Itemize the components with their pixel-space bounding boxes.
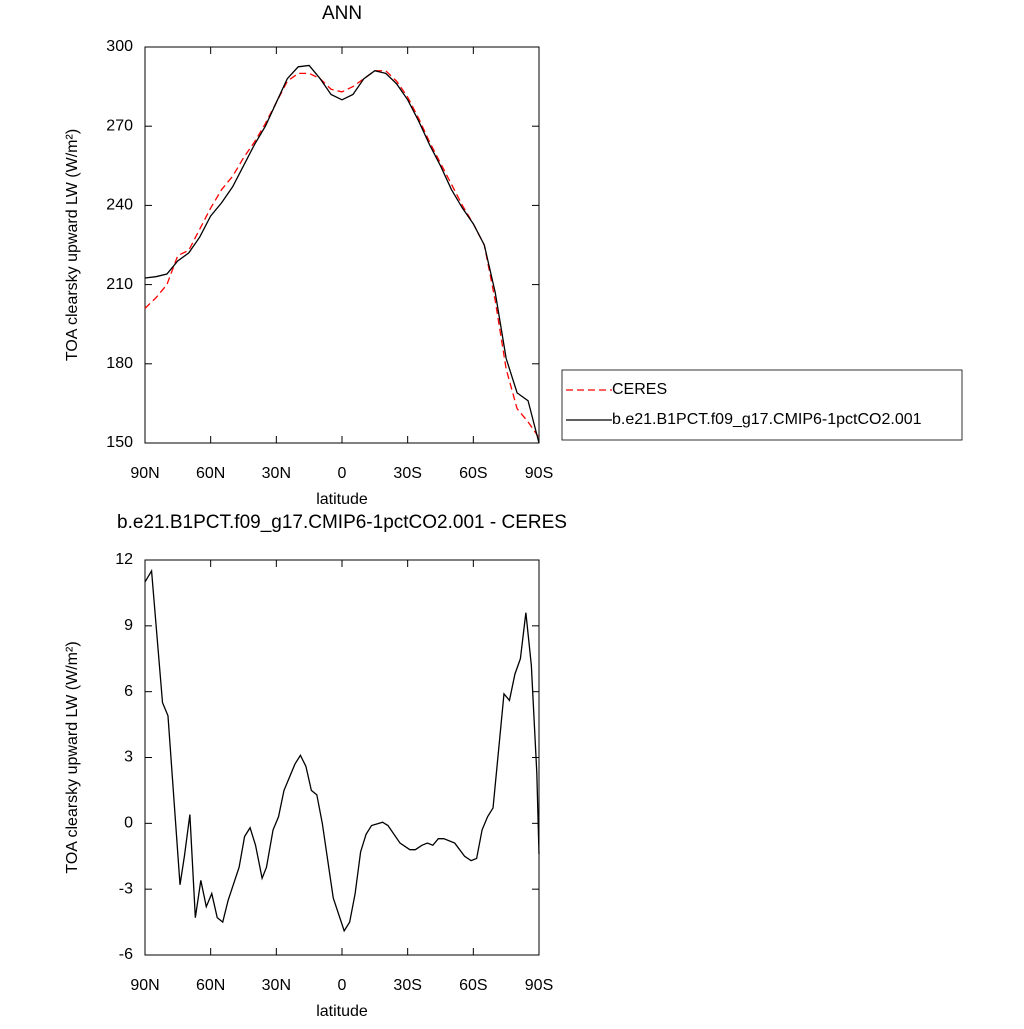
y-tick-label: 12 [115, 551, 133, 568]
x-tick-label: 30N [262, 977, 291, 994]
x-tick-label: 60S [459, 465, 487, 482]
legend-box [561, 369, 963, 441]
x-tick-label: 90S [525, 977, 553, 994]
legend: CERES b.e21.B1PCT.f09_g17.CMIP6-1pctCO2.0… [561, 369, 963, 441]
x-tick-label: 90N [130, 977, 159, 994]
data-line [144, 64, 540, 444]
y-tick-label: 180 [106, 355, 133, 372]
y-tick-label: 0 [124, 815, 133, 832]
x-axis-label: latitude [316, 491, 368, 508]
data-line [144, 568, 540, 933]
y-axis-label: TOA clearsky upward LW (W/m²) [64, 129, 81, 361]
chart-title: b.e21.B1PCT.f09_g17.CMIP6-1pctCO2.001 - … [117, 512, 567, 533]
y-axis-label: TOA clearsky upward LW (W/m²) [64, 641, 81, 873]
x-tick-label: 30S [393, 977, 421, 994]
y-tick-label: 6 [124, 683, 133, 700]
x-tick-label: 30N [262, 465, 291, 482]
y-tick-label: 9 [124, 617, 133, 634]
y-tick-label: -6 [119, 946, 133, 963]
x-tick-label: 60N [196, 465, 225, 482]
data-line [144, 70, 540, 439]
y-tick-label: -3 [119, 880, 133, 897]
legend-label: b.e21.B1PCT.f09_g17.CMIP6-1pctCO2.001 [612, 411, 922, 428]
plot-frame [144, 46, 540, 444]
x-tick-label: 0 [338, 977, 347, 994]
x-tick-label: 60N [196, 977, 225, 994]
y-tick-label: 270 [106, 117, 133, 134]
x-tick-label: 60S [459, 977, 487, 994]
chart-title: ANN [322, 3, 362, 24]
y-tick-label: 150 [106, 434, 133, 451]
x-tick-label: 0 [338, 465, 347, 482]
legend-label: CERES [612, 381, 667, 398]
x-tick-label: 90N [130, 465, 159, 482]
x-tick-label: 30S [393, 465, 421, 482]
x-axis-label: latitude [316, 1003, 368, 1020]
y-tick-label: 300 [106, 38, 133, 55]
y-tick-label: 3 [124, 749, 133, 766]
y-tick-label: 210 [106, 276, 133, 293]
x-tick-label: 90S [525, 465, 553, 482]
y-tick-label: 240 [106, 197, 133, 214]
